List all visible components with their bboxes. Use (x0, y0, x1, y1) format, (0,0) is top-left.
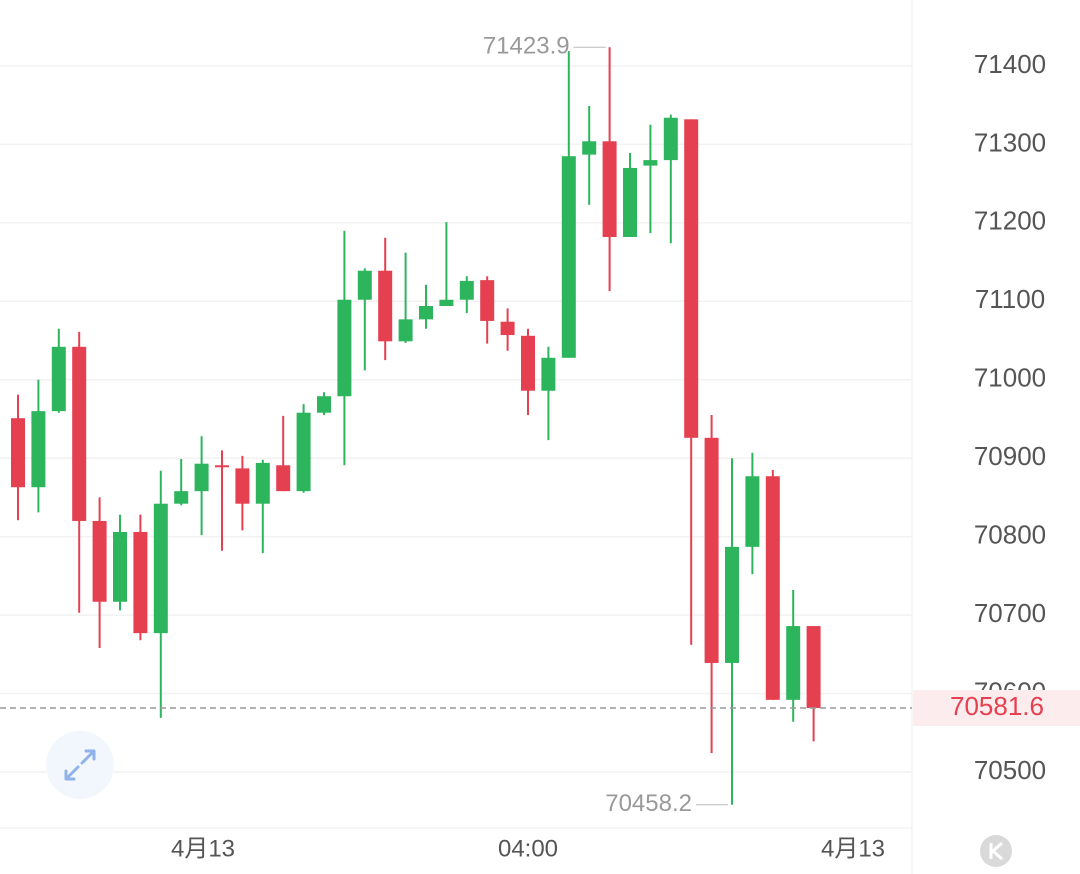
candle-body (133, 531, 148, 634)
candle-body (582, 141, 597, 155)
candle-body (153, 503, 168, 634)
y-tick-label: 71000 (974, 363, 1046, 393)
candle-body (357, 270, 372, 300)
candle-body (745, 476, 760, 547)
candle-body (725, 546, 739, 663)
plot: 7050070600707007080070900710007110071200… (0, 47, 1046, 805)
candle-body (317, 396, 331, 413)
candle-body (255, 462, 270, 504)
candle-body (378, 270, 393, 342)
overlay: 71423.9 70458.2 70581.6 (0, 33, 1080, 817)
candle-body (643, 160, 658, 166)
candle-body (439, 299, 454, 307)
candle-body (398, 319, 413, 342)
candle-body (704, 437, 719, 663)
candle-body (806, 626, 821, 708)
min-marker-label: 70458.2 (605, 790, 692, 817)
candle-body (194, 463, 209, 492)
candle-body (174, 491, 189, 504)
candle-body (561, 156, 576, 358)
candle-body (602, 141, 617, 237)
axis-panel (912, 0, 1080, 874)
candle-body (500, 321, 515, 336)
candle-body (765, 476, 780, 700)
candle-body (480, 280, 495, 321)
k-button[interactable] (980, 835, 1012, 867)
candle-body (419, 306, 433, 320)
x-tick-label: 4月13 (821, 835, 885, 862)
expand-button[interactable] (46, 731, 114, 799)
candle-body (11, 418, 25, 488)
candle-body (684, 119, 699, 438)
candle-body (663, 117, 678, 161)
candle-body (786, 626, 801, 700)
candle-body (215, 465, 229, 468)
candle-body (51, 346, 66, 412)
candle-body (235, 468, 250, 504)
max-marker-label: 71423.9 (483, 33, 570, 60)
y-tick-label: 71300 (974, 127, 1046, 157)
candle-body (296, 412, 311, 492)
y-tick-label: 70500 (974, 755, 1046, 785)
last-price-label: 70581.6 (950, 691, 1044, 721)
x-tick-label: 04:00 (498, 835, 558, 862)
y-tick-label: 71100 (975, 284, 1045, 314)
candle-body (337, 299, 352, 397)
candle-body (72, 346, 87, 521)
y-tick-label: 70700 (974, 598, 1046, 628)
candle-body (541, 357, 556, 391)
y-tick-label: 71400 (974, 49, 1046, 79)
candle-body (623, 167, 637, 237)
candle-body (521, 335, 535, 391)
y-tick-label: 70800 (974, 520, 1046, 550)
x-tick-label: 4月13 (171, 835, 235, 862)
candle-body (113, 531, 127, 602)
candle-body (92, 520, 107, 602)
y-tick-label: 70900 (974, 441, 1046, 471)
candle-body (459, 280, 474, 300)
last-price-box (913, 689, 1080, 726)
y-tick-label: 71200 (974, 206, 1046, 236)
candle-body (276, 465, 291, 492)
candle-body (31, 411, 46, 488)
